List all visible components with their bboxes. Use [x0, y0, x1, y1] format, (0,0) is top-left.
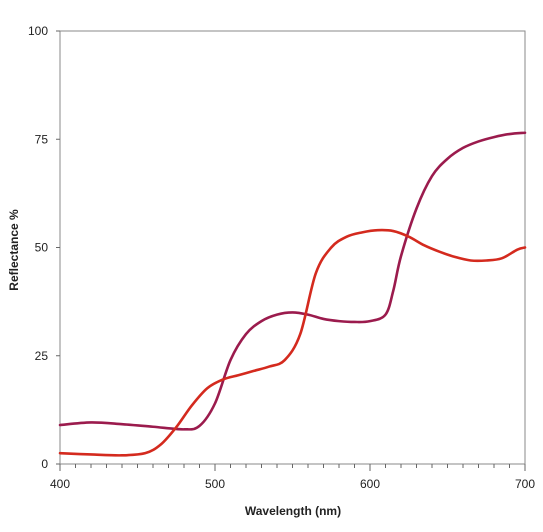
y-axis: 0 25 50 75 100 [28, 24, 60, 471]
series-line-2 [58, 228, 527, 457]
y-tick-label: 0 [41, 457, 48, 471]
plot-area [59, 30, 526, 465]
y-tick-label: 75 [35, 132, 49, 146]
y-tick-label: 50 [35, 241, 49, 255]
x-tick-label: 600 [360, 477, 380, 491]
series-line-1 [58, 131, 527, 431]
x-axis: 400 500 600 700 [50, 464, 535, 491]
x-tick-label: 700 [515, 477, 535, 491]
series-layer [58, 131, 527, 457]
y-tick-label: 25 [35, 349, 49, 363]
y-tick-label: 100 [28, 24, 48, 38]
y-axis-title: Reflectance % [7, 209, 21, 291]
plot-border [59, 30, 526, 465]
x-tick-label: 400 [50, 477, 70, 491]
x-tick-label: 500 [205, 477, 225, 491]
x-axis-title: Wavelength (nm) [245, 504, 341, 518]
